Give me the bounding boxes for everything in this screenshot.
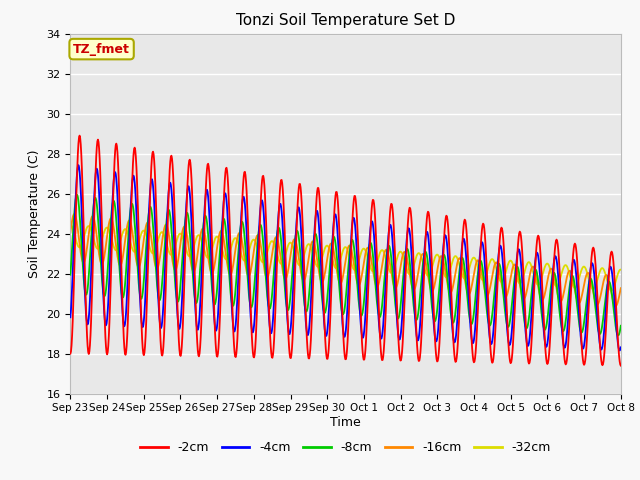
Title: Tonzi Soil Temperature Set D: Tonzi Soil Temperature Set D <box>236 13 455 28</box>
X-axis label: Time: Time <box>330 416 361 429</box>
Y-axis label: Soil Temperature (C): Soil Temperature (C) <box>28 149 41 278</box>
Text: TZ_fmet: TZ_fmet <box>73 43 130 56</box>
Legend: -2cm, -4cm, -8cm, -16cm, -32cm: -2cm, -4cm, -8cm, -16cm, -32cm <box>135 436 556 459</box>
